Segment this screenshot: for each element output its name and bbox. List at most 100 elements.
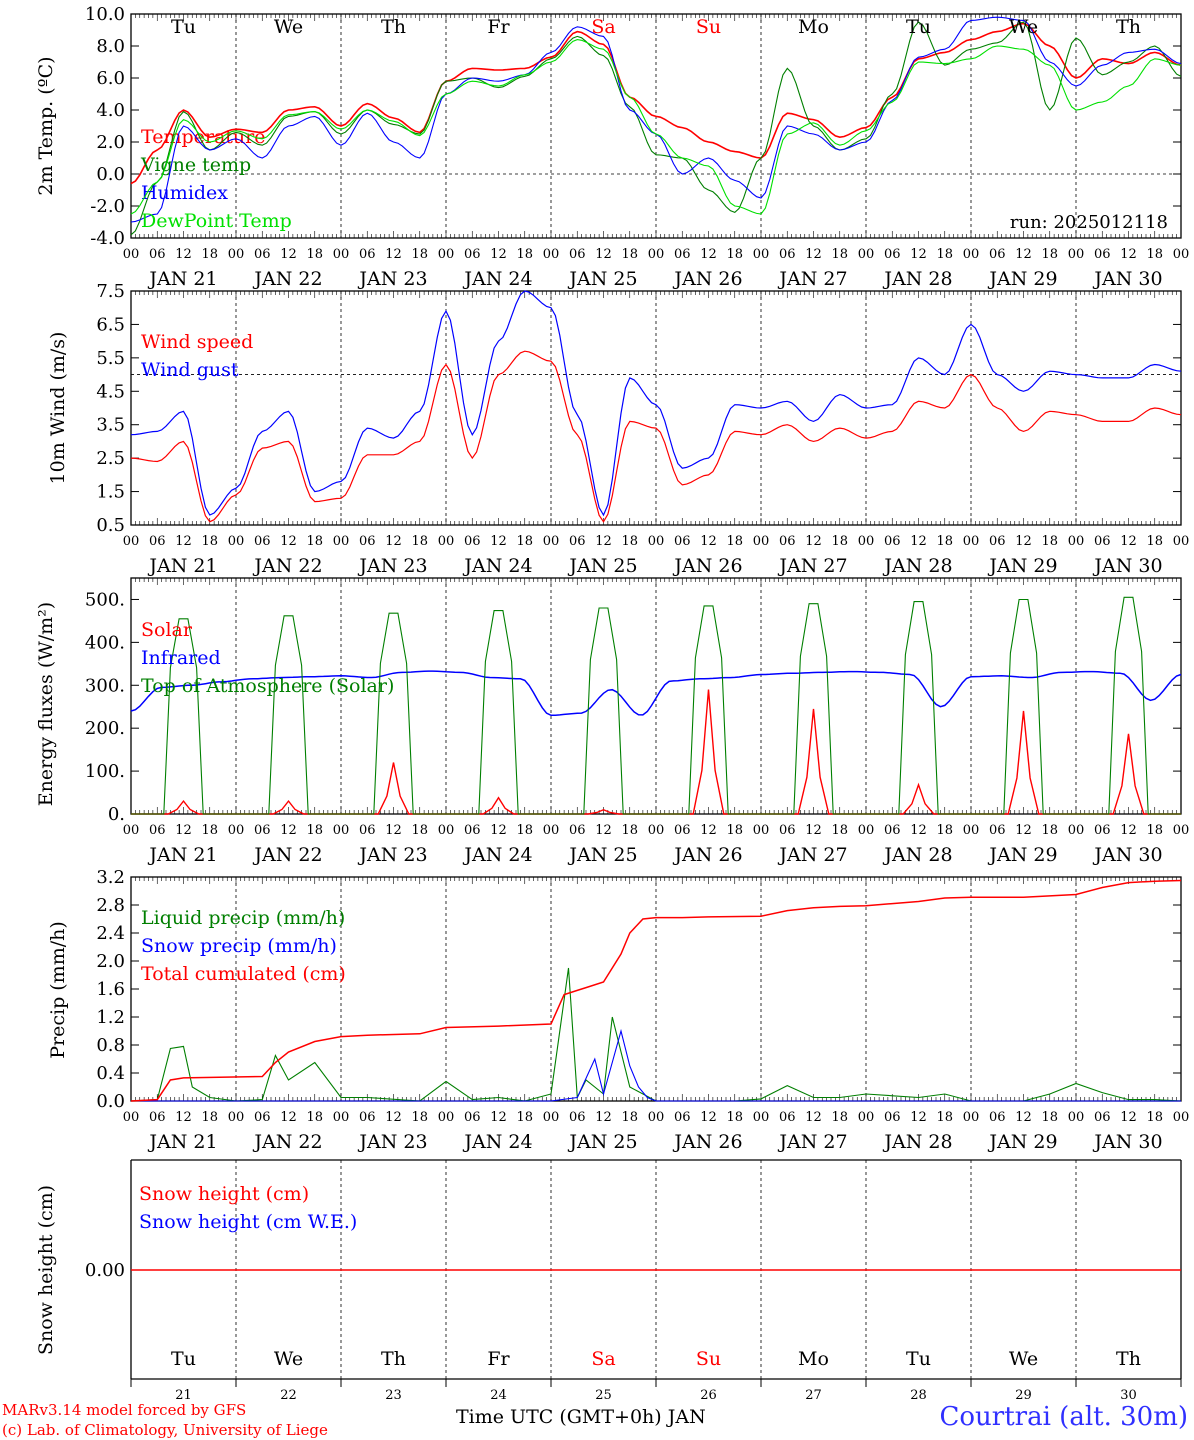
- precip-y-tick-label: 2.0: [96, 951, 125, 972]
- wind-day-label: JAN 25: [567, 555, 637, 577]
- precip-hour-label: 18: [306, 1110, 323, 1125]
- toa-series: [131, 596, 1181, 815]
- wind-hour-label: 12: [280, 534, 297, 549]
- temp-y-axis-label: 2m Temp. (ºC): [35, 56, 57, 195]
- wind-y-tick-label: 6.5: [96, 314, 125, 335]
- wind-hour-label: 18: [726, 534, 743, 549]
- temp-hour-label: 18: [726, 247, 743, 262]
- precip-y-tick-label: 3.2: [96, 867, 125, 888]
- temp-weekday-label: Tu: [171, 16, 196, 38]
- wind-day-label: JAN 21: [147, 555, 217, 577]
- temp-hour-label: 06: [359, 247, 376, 262]
- temp-hour-label: 18: [1041, 247, 1058, 262]
- precip-hour-label: 06: [464, 1110, 481, 1125]
- energy-hour-label: 00: [438, 823, 455, 838]
- temp-hour-label: 18: [936, 247, 953, 262]
- precip-hour-label: 18: [726, 1110, 743, 1125]
- precip-hour-label: 06: [884, 1110, 901, 1125]
- temp-day-label: JAN 30: [1092, 268, 1162, 290]
- energy-hour-label: 06: [674, 823, 691, 838]
- energy-day-label: JAN 26: [672, 844, 742, 866]
- precip-hour-label: 12: [595, 1110, 612, 1125]
- energy-hour-label: 12: [805, 823, 822, 838]
- snow-day-number: 28: [910, 1388, 927, 1403]
- energy-hour-label: 18: [621, 823, 638, 838]
- wind-day-label: JAN 23: [357, 555, 427, 577]
- temp-day-label: JAN 26: [672, 268, 742, 290]
- energy-legend-1: Infrared: [141, 647, 221, 669]
- wind-y-tick-label: 0.5: [96, 515, 125, 536]
- precip-hour-label: 00: [543, 1110, 560, 1125]
- snow-weekday-label: Fr: [487, 1348, 510, 1370]
- temp-y-tick-label: -2.0: [90, 196, 125, 217]
- precip-hour-label: 18: [516, 1110, 533, 1125]
- wind-hour-label: 00: [1068, 534, 1085, 549]
- precip-hour-label: 00: [753, 1110, 770, 1125]
- energy-y-axis-label: Energy fluxes (W/m²): [35, 602, 57, 806]
- energy-hour-label: 00: [963, 823, 980, 838]
- temp-day-label: JAN 29: [987, 268, 1057, 290]
- wind-hour-label: 06: [989, 534, 1006, 549]
- temp-hour-label: 06: [254, 247, 271, 262]
- energy-hour-label: 06: [779, 823, 796, 838]
- temp-hour-label: 00: [1173, 247, 1190, 262]
- precip-y-tick-label: 0.8: [96, 1035, 125, 1056]
- wind-hour-label: 12: [1120, 534, 1137, 549]
- temp-hour-label: 06: [149, 247, 166, 262]
- wind-day-label: JAN 30: [1092, 555, 1162, 577]
- precip-y-tick-label: 0.0: [96, 1091, 125, 1112]
- snow-day-number: 24: [490, 1388, 507, 1403]
- wind-day-label: JAN 29: [987, 555, 1057, 577]
- snow-day-number: 27: [805, 1388, 822, 1403]
- wind-y-tick-label: 5.5: [96, 348, 125, 369]
- precip-hour-label: 12: [1015, 1110, 1032, 1125]
- energy-hour-label: 12: [1120, 823, 1137, 838]
- precip-hour-label: 00: [648, 1110, 665, 1125]
- precip-day-label: JAN 30: [1092, 1131, 1162, 1153]
- temp-y-tick-label: -4.0: [90, 228, 125, 249]
- precip-hour-label: 06: [569, 1110, 586, 1125]
- wind-hour-label: 18: [201, 534, 218, 549]
- wind-hour-label: 18: [411, 534, 428, 549]
- snow-weekday-label: Su: [696, 1348, 721, 1370]
- precip-hour-label: 00: [1068, 1110, 1085, 1125]
- energy-y-tick-label: 300.: [85, 675, 125, 696]
- wind-hour-label: 18: [1146, 534, 1163, 549]
- temp-y-tick-label: 10.0: [85, 4, 125, 25]
- temp-hour-label: 06: [464, 247, 481, 262]
- snow-weekday-label: Th: [1116, 1348, 1141, 1370]
- wind-hour-label: 06: [1094, 534, 1111, 549]
- energy-hour-label: 18: [936, 823, 953, 838]
- wind-y-tick-label: 1.5: [96, 482, 125, 503]
- temp-hour-label: 00: [438, 247, 455, 262]
- temp-weekday-label: We: [274, 16, 303, 38]
- temp-legend-1: Vigne temp: [140, 154, 251, 176]
- wind-legend-0: Wind speed: [141, 331, 253, 353]
- temp-hour-label: 12: [280, 247, 297, 262]
- temp-day-label: JAN 25: [567, 268, 637, 290]
- snow-weekday-label: Th: [381, 1348, 406, 1370]
- energy-hour-label: 12: [595, 823, 612, 838]
- temp-hour-label: 00: [963, 247, 980, 262]
- energy-hour-label: 18: [726, 823, 743, 838]
- wind-day-label: JAN 22: [252, 555, 322, 577]
- precip-hour-label: 12: [175, 1110, 192, 1125]
- wind-day-label: JAN 28: [882, 555, 952, 577]
- temp-day-label: JAN 27: [777, 268, 847, 290]
- precip-hour-label: 12: [700, 1110, 717, 1125]
- temp-hour-label: 00: [228, 247, 245, 262]
- temp-hour-label: 18: [411, 247, 428, 262]
- wind-hour-label: 06: [779, 534, 796, 549]
- temp-day-label: JAN 21: [147, 268, 217, 290]
- wind-hour-label: 12: [490, 534, 507, 549]
- snow-weekday-label: Mo: [798, 1348, 829, 1370]
- temp-hour-label: 18: [516, 247, 533, 262]
- precip-day-label: JAN 21: [147, 1131, 217, 1153]
- precip-hour-label: 06: [254, 1110, 271, 1125]
- energy-hour-label: 12: [1015, 823, 1032, 838]
- temp-weekday-label: Su: [696, 16, 721, 38]
- energy-y-tick-label: 500.: [85, 589, 125, 610]
- precip-y-tick-label: 1.2: [96, 1007, 125, 1028]
- precip-hour-label: 12: [280, 1110, 297, 1125]
- wind-y-tick-label: 7.5: [96, 281, 125, 302]
